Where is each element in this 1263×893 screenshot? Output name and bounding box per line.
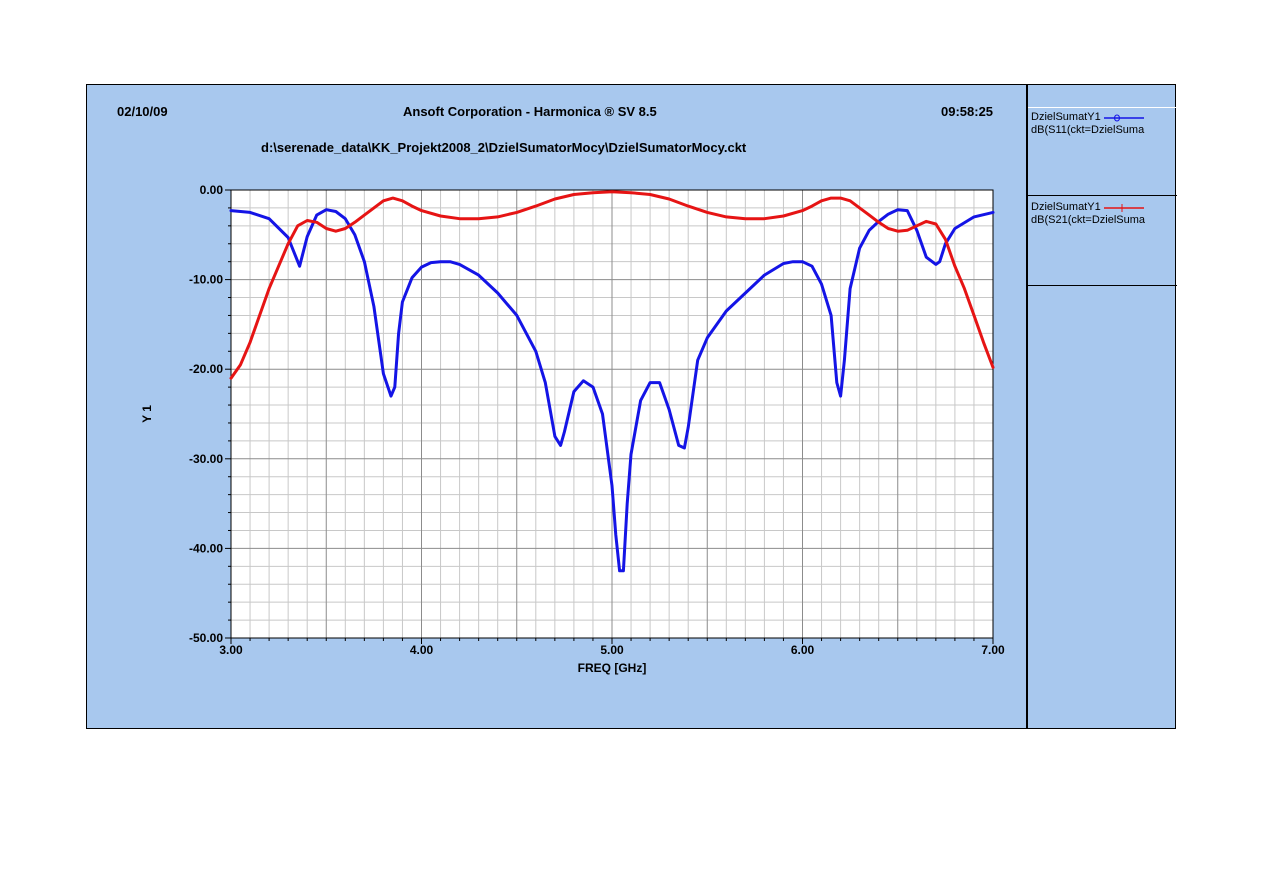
legend-series-name: DzielSumatY1 — [1031, 201, 1101, 213]
x-tick-label: 6.00 — [791, 643, 815, 657]
x-axis-label: FREQ [GHz] — [578, 661, 647, 675]
header-filepath: d:\serenade_data\KK_Projekt2008_2\DzielS… — [261, 140, 747, 155]
legend-series-expr: dB(S21(ckt=DzielSuma — [1031, 214, 1146, 226]
y-axis-label: Y 1 — [140, 405, 154, 423]
x-tick-label: 3.00 — [219, 643, 243, 657]
y-tick-label: -50.00 — [189, 631, 223, 645]
series-line-s21 — [229, 190, 995, 380]
legend-panel: DzielSumatY1 dB(S11(ckt=DzielSuma DzielS… — [1026, 84, 1177, 729]
labels: 3.00 4.00 5.00 6.00 7.00 0.00 -10.00 -20.00 -30.… — [140, 183, 1005, 675]
legend-separator — [1028, 107, 1177, 108]
y-tick-label: 0.00 — [200, 183, 224, 197]
series-line-s11 — [229, 208, 995, 573]
plot-window: 02/10/09 Ansoft Corporation - Harmonica … — [86, 84, 1176, 729]
legend-line-s11 — [1103, 114, 1144, 121]
legend-separator — [1028, 195, 1177, 196]
legend-line-s21 — [1103, 203, 1144, 212]
grid — [231, 190, 993, 638]
header-date: 02/10/09 — [117, 104, 168, 119]
y-tick-label: -10.00 — [189, 273, 223, 287]
y-tick-label: -40.00 — [189, 541, 223, 555]
x-tick-label: 4.00 — [410, 643, 434, 657]
legend-series-name: DzielSumatY1 — [1031, 111, 1101, 123]
legend-entry-s11[interactable]: DzielSumatY1 dB(S11(ckt=DzielSuma — [1028, 111, 1177, 137]
series-layer — [229, 190, 995, 573]
x-tick-label: 7.00 — [981, 643, 1005, 657]
legend-separator — [1028, 285, 1177, 286]
header-time: 09:58:25 — [941, 104, 994, 119]
chart: 3.00 4.00 5.00 6.00 7.00 0.00 -10.00 -20.00 -30.… — [140, 183, 1005, 675]
axes — [225, 189, 994, 644]
y-tick-label: -20.00 — [189, 362, 223, 376]
x-tick-label: 5.00 — [600, 643, 624, 657]
y-tick-label: -30.00 — [189, 452, 223, 466]
legend-entry-s21[interactable]: DzielSumatY1 dB(S21(ckt=DzielSuma — [1028, 201, 1177, 227]
legend-series-expr: dB(S11(ckt=DzielSuma — [1031, 124, 1145, 136]
header-title: Ansoft Corporation - Harmonica ® SV 8.5 — [403, 104, 657, 119]
